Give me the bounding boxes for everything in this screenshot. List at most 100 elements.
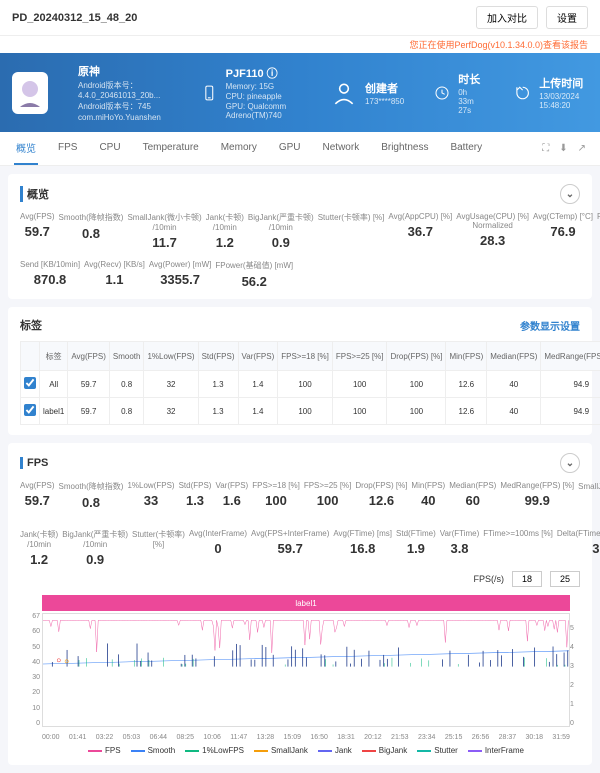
- legend-item[interactable]: InterFrame: [468, 746, 524, 755]
- threshold-input-2[interactable]: [550, 571, 580, 587]
- join-compare-button[interactable]: 加入对比: [476, 6, 538, 29]
- game-name: 原神: [78, 63, 171, 79]
- duration-label: 时长: [458, 71, 484, 87]
- table-row: All59.70.8321.31.410010010012.64094.911.…: [21, 371, 600, 398]
- metric: Stutter(卡顿率)[%]: [132, 529, 185, 567]
- metric: Drop(FPS) [%]12.6: [355, 481, 407, 519]
- android-version: Android版本号：4.4.0_20461013_20b...: [78, 80, 171, 100]
- tab-cpu[interactable]: CPU: [97, 134, 122, 163]
- metric: 1%Low(FPS)33: [127, 481, 174, 519]
- metric: Avg(InterFrame)0: [189, 529, 247, 567]
- metric: Avg(CTemp) [°C]76.9: [533, 212, 593, 250]
- metric: FPS>=18 [%]100: [252, 481, 300, 519]
- metric: Stutter(卡顿率) [%]: [318, 212, 385, 250]
- device-gpu: GPU: Qualcomm Adreno(TM)740: [226, 102, 301, 120]
- metric: Jank(卡顿)/10min1.2: [20, 529, 58, 567]
- metric: Std(FTime)1.9: [396, 529, 436, 567]
- tab-network[interactable]: Network: [321, 134, 362, 163]
- fps-title: FPS: [20, 457, 48, 469]
- labels-table: 标签Avg(FPS)Smooth1%Low(FPS)Std(FPS)Var(FP…: [20, 341, 600, 425]
- collapse-icon[interactable]: ⌄: [560, 453, 580, 473]
- package-name: com.miHoYo.Yuanshen: [78, 113, 171, 122]
- creator-label: 创建者: [365, 80, 404, 96]
- upload-label: 上传时间: [539, 75, 588, 91]
- chart-y-label: FPS(/s): [474, 574, 505, 584]
- metric: BigJank(严重卡顿)/10min0.9: [248, 212, 314, 250]
- metric: Avg(FPS)59.7: [20, 481, 55, 519]
- device-cpu: CPU: pineapple: [226, 92, 301, 101]
- version-notice: 您正在使用PerfDog(v10.1.34.0.0)查看该报告: [409, 40, 588, 50]
- expand-icon[interactable]: ⛶: [542, 143, 549, 154]
- overview-title: 概览: [20, 186, 49, 202]
- topbar: PD_20240312_15_48_20 加入对比 设置: [0, 0, 600, 36]
- tab-battery[interactable]: Battery: [448, 134, 484, 163]
- app-avatar: [12, 72, 48, 114]
- fps-card: FPS ⌄ Avg(FPS)59.7Smooth(降帧指数)0.81%Low(F…: [8, 443, 592, 765]
- metric: Median(FPS)60: [449, 481, 496, 519]
- metric: MedRange(FPS) [%]99.9: [500, 481, 574, 519]
- metric: Send [KB/10min]870.8: [20, 260, 80, 289]
- metric: SmallJank(微小卡顿)/10min11.7: [127, 212, 201, 250]
- tab-概览[interactable]: 概览: [14, 132, 38, 165]
- metric: Avg(FPS+InterFrame)59.7: [251, 529, 329, 567]
- tab-memory[interactable]: Memory: [219, 134, 259, 163]
- user-icon: [331, 80, 357, 106]
- download-icon[interactable]: ⬇: [559, 143, 567, 154]
- metric: Avg(AppCPU) [%]36.7: [388, 212, 452, 250]
- metric: Avg(Recv) [KB/s]1.1: [84, 260, 145, 289]
- labels-card: 标签 参数显示设置 标签Avg(FPS)Smooth1%Low(FPS)Std(…: [8, 307, 592, 435]
- legend-item[interactable]: FPS: [88, 746, 121, 755]
- metric: Smooth(降帧指数)0.8: [59, 481, 124, 519]
- tab-brightness[interactable]: Brightness: [379, 134, 430, 163]
- fps-chart: label1 676050403020100 543210 00:0001:41…: [20, 595, 580, 755]
- metric: FPS>=25 [%]100: [304, 481, 352, 519]
- device-memory: Memory: 15G: [226, 82, 301, 91]
- metric: AvgUsage(CPU) [%]Normalized28.3: [456, 212, 529, 250]
- metric: Avg(FPS)59.7: [20, 212, 55, 250]
- upload-value: 13/03/2024 15:48:20: [539, 92, 588, 110]
- tab-temperature[interactable]: Temperature: [141, 134, 201, 163]
- metric: Var(FTime)3.8: [440, 529, 480, 567]
- metric: FTime>=100ms [%]: [483, 529, 553, 567]
- android-sub: Android版本号：745: [78, 101, 171, 112]
- tab-gpu[interactable]: GPU: [277, 134, 303, 163]
- metric: Avg(Power) [mW]3355.7: [149, 260, 212, 289]
- settings-button[interactable]: 设置: [546, 6, 588, 29]
- duration-value: 0h 33m 27s: [458, 88, 484, 115]
- clock-icon: [434, 80, 450, 106]
- metric: Std(FPS)1.3: [179, 481, 212, 519]
- chart-label-band: label1: [42, 595, 570, 611]
- tab-fps[interactable]: FPS: [56, 134, 79, 163]
- labels-title: 标签: [20, 317, 42, 333]
- legend-item[interactable]: Stutter: [417, 746, 458, 755]
- tabs-bar: 概览 FPS CPU Temperature Memory GPU Network Brigh…: [0, 132, 600, 166]
- creator-value: 173****850: [365, 97, 404, 106]
- metric: Var(FPS)1.6: [215, 481, 248, 519]
- legend-item[interactable]: Smooth: [131, 746, 176, 755]
- metric: BigJank(严重卡顿)/10min0.9: [62, 529, 128, 567]
- device-icon: [201, 80, 218, 106]
- table-row: label159.70.8321.31.410010010012.64094.9…: [21, 398, 600, 425]
- metric: Jank(卡顿)/10min1.2: [206, 212, 244, 250]
- metric: Smooth(降帧指数)0.8: [59, 212, 124, 250]
- metric: Min(FPS)40: [411, 481, 445, 519]
- legend-item[interactable]: 1%LowFPS: [185, 746, 244, 755]
- legend-item[interactable]: Jank: [318, 746, 352, 755]
- metric: FPower(基础值) [mW]56.2: [215, 260, 293, 289]
- legend-item[interactable]: BigJank: [362, 746, 407, 755]
- row-checkbox[interactable]: [24, 377, 36, 389]
- metric: SmallJank(微小卡顿)/10min11.7: [578, 481, 600, 519]
- overview-card: 概览 ⌄ Avg(FPS)59.7Smooth(降帧指数)0.8SmallJan…: [8, 174, 592, 299]
- file-title: PD_20240312_15_48_20: [12, 12, 137, 24]
- share-icon[interactable]: ↗: [578, 143, 586, 154]
- legend-item[interactable]: SmallJank: [254, 746, 308, 755]
- upload-icon: [514, 80, 531, 106]
- param-settings-link[interactable]: 参数显示设置: [520, 318, 580, 333]
- threshold-input-1[interactable]: [512, 571, 542, 587]
- metric: Avg(FTime) [ms]16.8: [333, 529, 392, 567]
- collapse-icon[interactable]: ⌄: [560, 184, 580, 204]
- hero-banner: 原神 Android版本号：4.4.0_20461013_20b... Andr…: [0, 53, 600, 132]
- row-checkbox[interactable]: [24, 404, 36, 416]
- metric: Delta(FTime)>100ms [%]3.6: [557, 529, 600, 567]
- device-name: PJF110 ⓘ: [226, 65, 301, 81]
